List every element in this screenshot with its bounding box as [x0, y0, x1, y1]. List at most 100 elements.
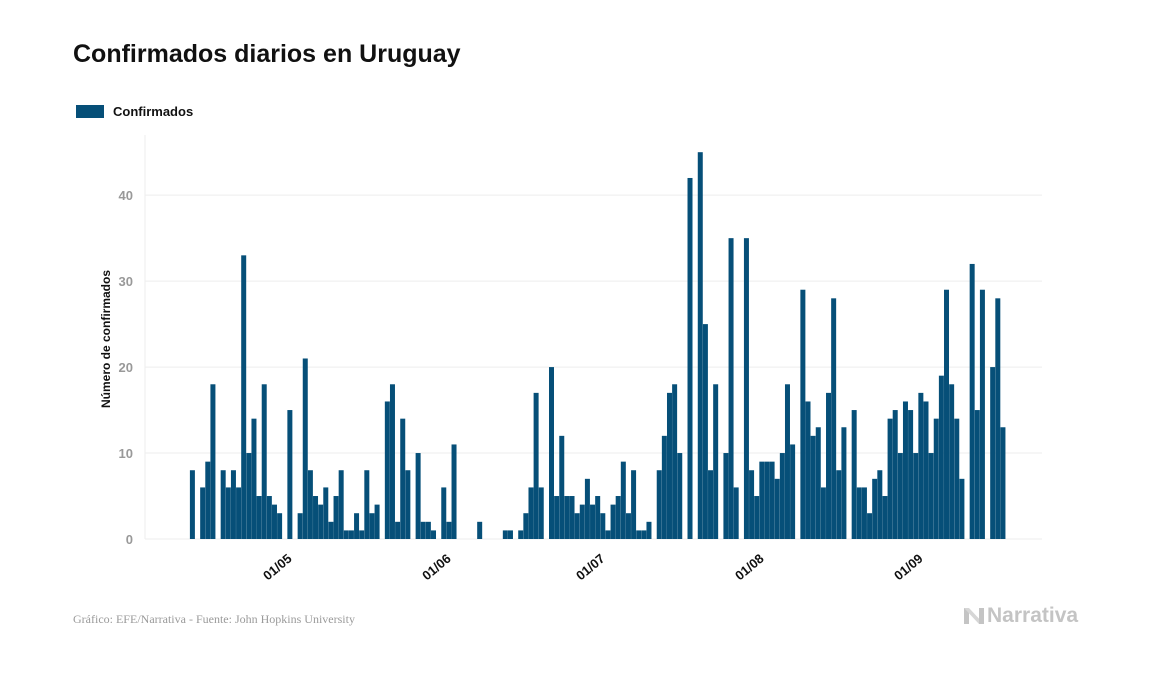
- bar: [559, 435, 565, 539]
- bar: [882, 496, 888, 539]
- bar: [708, 470, 714, 539]
- bar: [595, 496, 601, 539]
- bar: [200, 487, 206, 539]
- x-tick-label: 01/06: [419, 551, 454, 583]
- bar: [266, 496, 272, 539]
- bar: [359, 530, 365, 539]
- bar: [302, 358, 308, 539]
- bar: [620, 461, 626, 539]
- bar: [220, 470, 226, 539]
- bar: [564, 496, 570, 539]
- y-tick-label: 0: [126, 532, 133, 547]
- bar: [271, 504, 277, 539]
- bar: [784, 384, 790, 539]
- bar: [549, 367, 554, 539]
- bar: [815, 427, 821, 539]
- bar: [277, 513, 283, 539]
- y-axis-label: Número de confirmados: [99, 270, 113, 408]
- bar: [230, 470, 236, 539]
- bar: [425, 521, 431, 539]
- bar: [774, 478, 780, 539]
- bar: [415, 453, 421, 539]
- bar: [954, 418, 960, 539]
- bar: [477, 521, 483, 539]
- bar: [702, 324, 708, 539]
- bar: [518, 530, 524, 539]
- bar: [908, 410, 914, 539]
- bar: [677, 453, 683, 539]
- bar: [189, 470, 195, 539]
- bar: [369, 513, 375, 539]
- bar: [687, 177, 693, 540]
- bar: [810, 435, 816, 539]
- bar: [256, 496, 262, 539]
- bar: [210, 384, 216, 539]
- bar: [374, 504, 380, 539]
- bar: [723, 453, 729, 539]
- bar: [400, 418, 406, 539]
- bar: [574, 513, 580, 539]
- bar: [918, 392, 924, 539]
- chart-credits: Gráfico: EFE/Narrativa - Fuente: John Ho…: [73, 612, 355, 626]
- bar: [764, 461, 770, 539]
- bar: [887, 418, 893, 539]
- bar: [615, 496, 621, 539]
- bar: [625, 513, 631, 539]
- x-tick-label: 01/08: [732, 551, 767, 583]
- bar: [836, 470, 842, 539]
- bar: [354, 513, 360, 539]
- x-tick-label: 01/05: [260, 551, 295, 583]
- bar: [225, 487, 231, 539]
- bar: [251, 418, 257, 539]
- bar: [395, 521, 401, 539]
- bar: [713, 384, 719, 539]
- bar: [759, 461, 765, 539]
- bar: [867, 513, 873, 539]
- bar: [928, 453, 934, 539]
- bar: [923, 401, 929, 539]
- bar: [820, 487, 826, 539]
- bar: [1000, 427, 1006, 539]
- bar: [338, 470, 344, 539]
- bar: [507, 530, 513, 539]
- bar: [856, 487, 862, 539]
- bar: [241, 255, 247, 539]
- bar: [995, 298, 1001, 539]
- bar: [431, 530, 437, 539]
- bar: [949, 384, 955, 539]
- x-tick-label: 01/09: [891, 551, 926, 583]
- bar: [969, 263, 975, 539]
- bar: [584, 478, 590, 539]
- bar: [579, 504, 585, 539]
- bar: [348, 530, 354, 539]
- bar: [959, 478, 965, 539]
- bar: [528, 487, 534, 539]
- bar: [246, 453, 252, 539]
- bar: [841, 427, 847, 539]
- bar: [769, 461, 775, 539]
- bar: [944, 289, 950, 539]
- bar: [451, 444, 457, 539]
- bar: [446, 521, 452, 539]
- bar: [754, 496, 760, 539]
- bar: [641, 530, 647, 539]
- bar: [569, 496, 575, 539]
- bar: [938, 375, 944, 539]
- bar: [297, 513, 303, 539]
- bar: [656, 470, 662, 539]
- legend-swatch: [76, 105, 104, 118]
- chart-legend: Confirmados: [76, 104, 193, 119]
- bar: [600, 513, 606, 539]
- bar: [851, 410, 857, 539]
- bar: [236, 487, 242, 539]
- bar: [287, 410, 293, 539]
- narrativa-logo-icon: [964, 608, 984, 624]
- bar: [441, 487, 447, 539]
- legend-label: Confirmados: [113, 104, 194, 119]
- bar: [333, 496, 339, 539]
- bar: [990, 367, 996, 539]
- bar: [364, 470, 370, 539]
- bar: [743, 238, 749, 539]
- y-tick-label: 10: [119, 446, 133, 461]
